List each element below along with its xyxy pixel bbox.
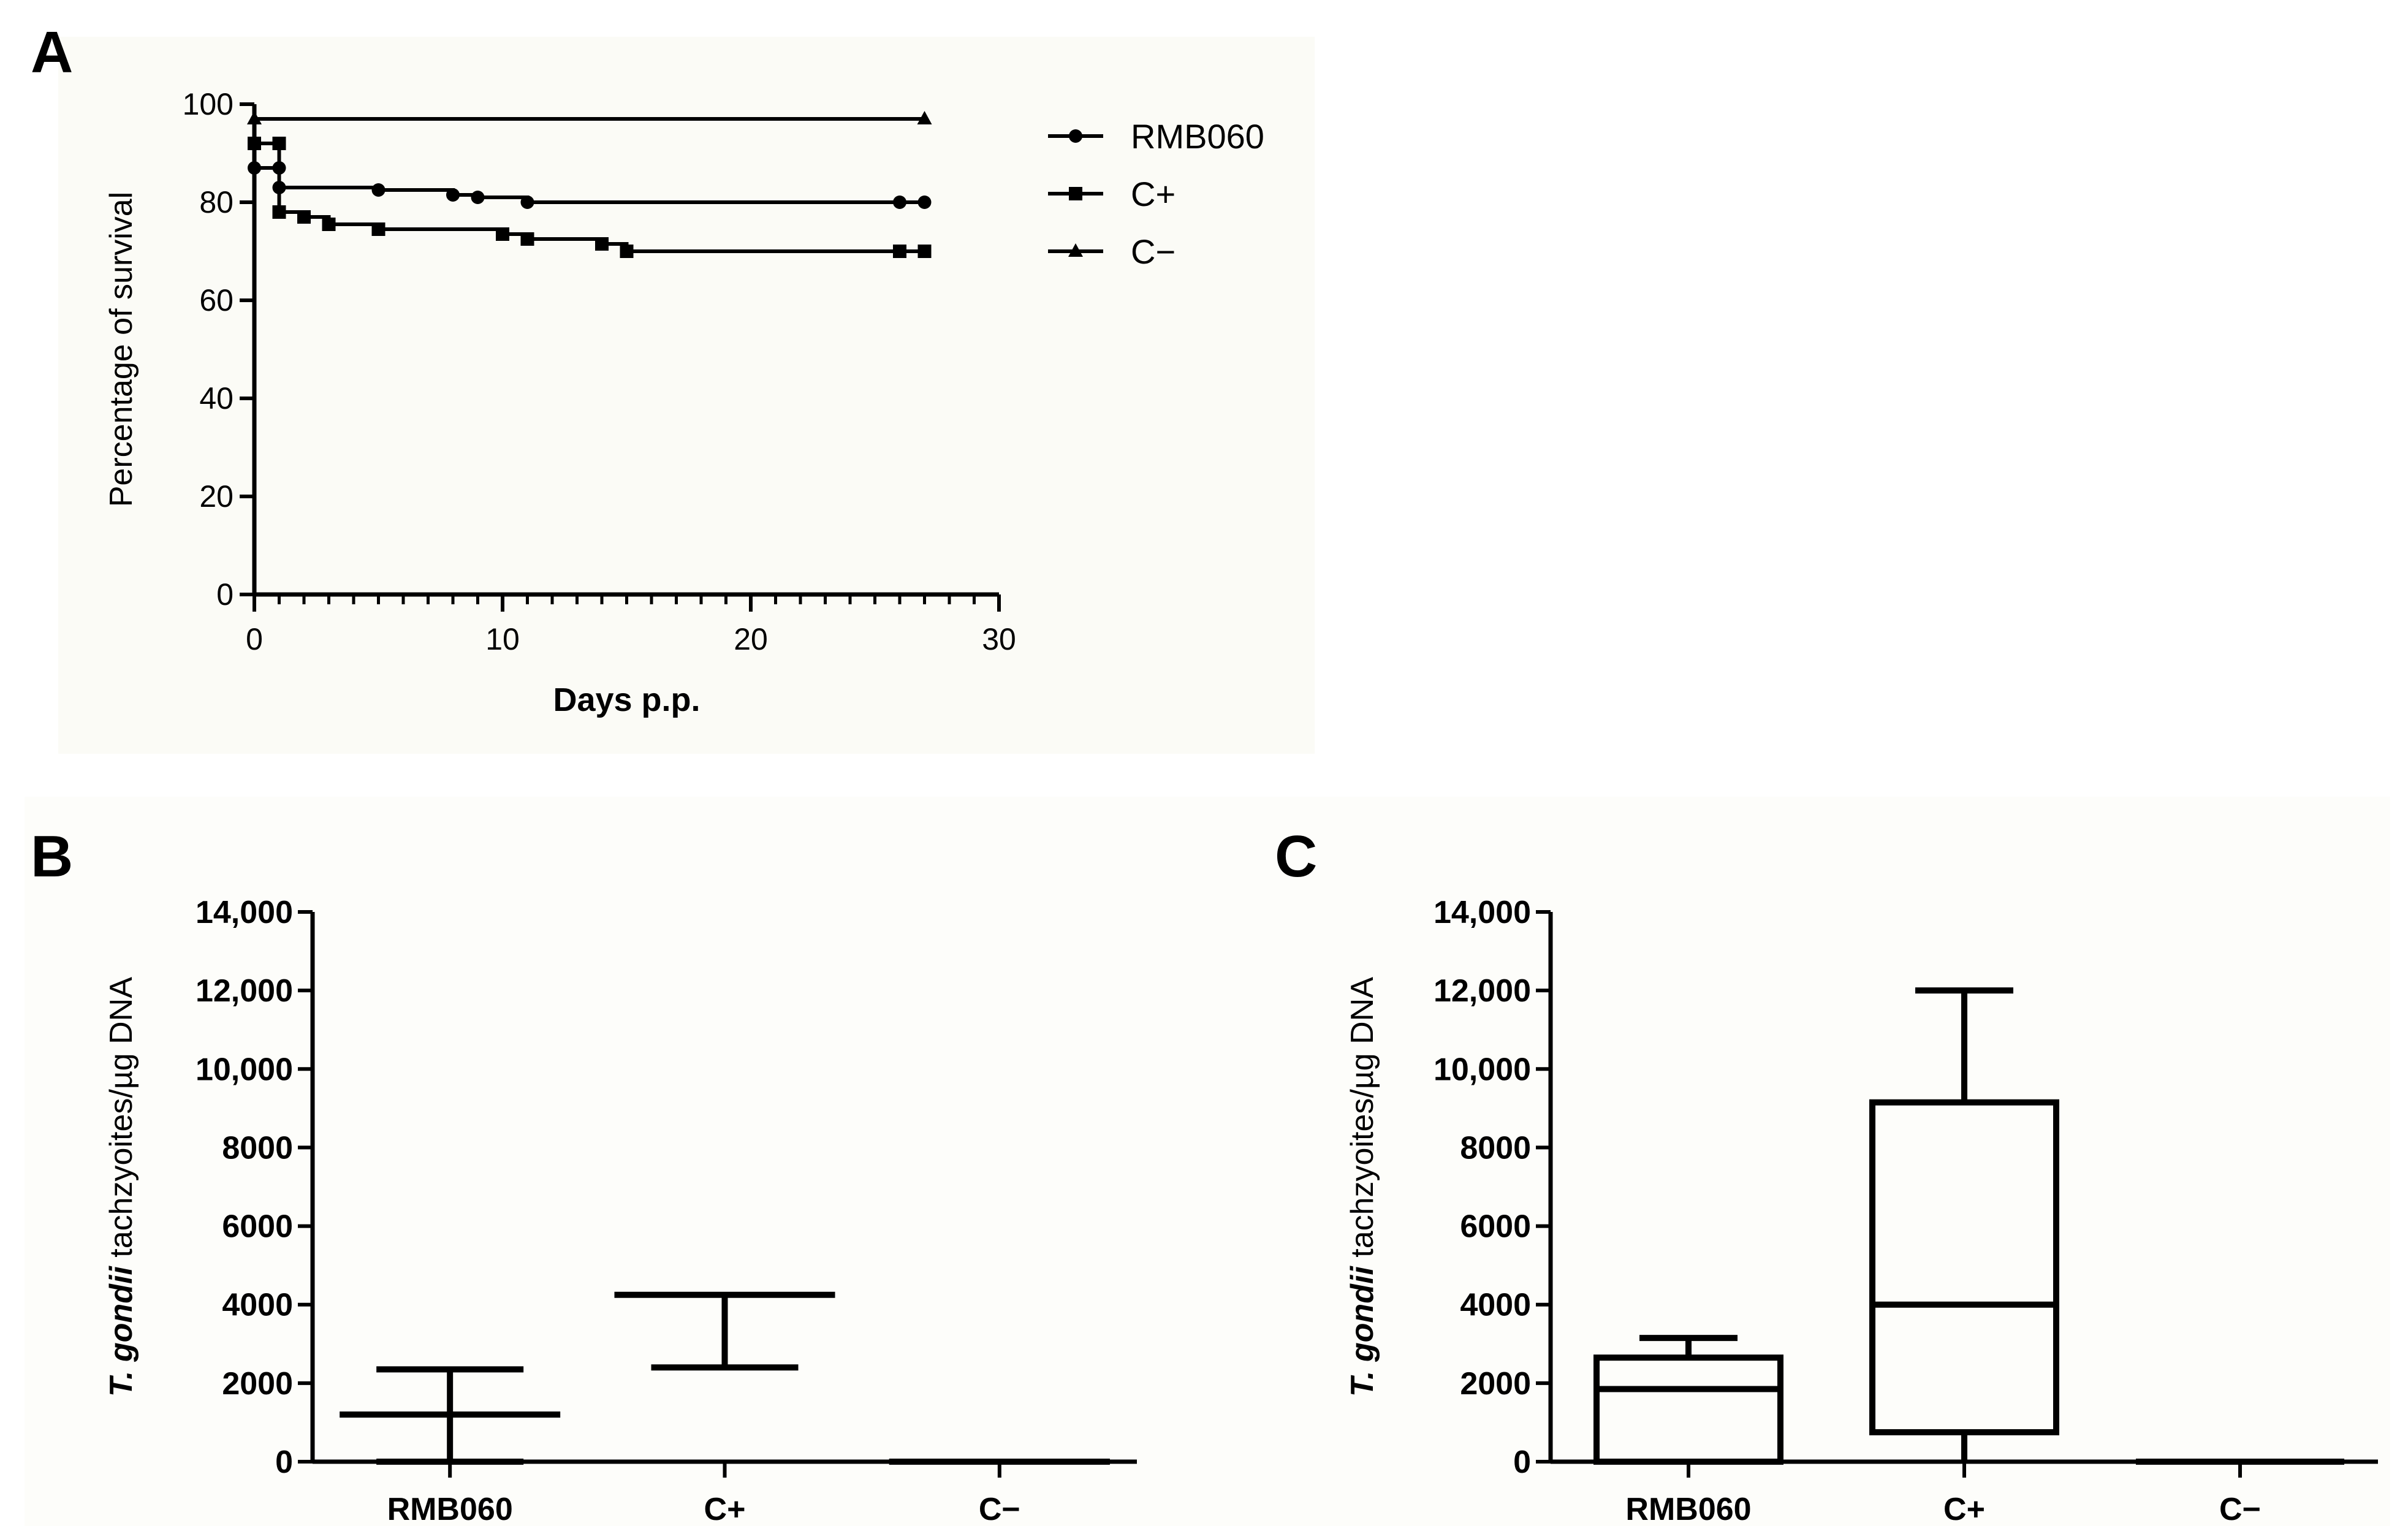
y-tick-label: 0: [1513, 1445, 1531, 1480]
survival-y-tick-label: 100: [183, 87, 234, 121]
tachyzoite-chart-c: 0 2000 4000 6000 8000 10,000 12,000 14,000 RMB06…: [1345, 895, 2378, 1527]
box: [1869, 1099, 2059, 1435]
y-tick-label: 8000: [1460, 1130, 1531, 1166]
y-tick-label: 2000: [1460, 1366, 1531, 1402]
survival-point-1: [520, 232, 534, 246]
survival-y-tick-label: 40: [199, 381, 234, 416]
y-tick-label: 2000: [222, 1366, 293, 1402]
survival-point-1: [371, 222, 386, 236]
survival-point-1: [595, 237, 609, 251]
y-tick-label: 12,000: [196, 973, 293, 1009]
chart-b-marks: [340, 1291, 1110, 1465]
survival-point-1: [248, 137, 261, 150]
survival-point-0: [371, 183, 386, 197]
survival-x-tick-label: 20: [734, 622, 768, 656]
y-tick-label: 4000: [1460, 1288, 1531, 1323]
legend-marker: [1068, 243, 1083, 257]
survival-point-0: [248, 161, 261, 175]
survival-point-0: [917, 196, 932, 209]
x-tick-label: C+: [1943, 1492, 1985, 1527]
x-tick-label: RMB060: [387, 1492, 513, 1527]
survival-point-0: [446, 188, 460, 202]
survival-point-1: [272, 205, 286, 219]
survival-x-axis-label: Days p.p.: [553, 682, 700, 718]
survival-point-2: [917, 111, 932, 124]
survival-x-tick-label: 0: [246, 622, 263, 656]
survival-point-2: [247, 111, 262, 124]
y-axis-label-italic: T. gondii: [1345, 1266, 1380, 1397]
survival-point-0: [471, 191, 485, 204]
survival-point-0: [893, 196, 906, 209]
legend-marker: [1069, 187, 1082, 200]
survival-y-tick-label: 0: [216, 577, 234, 612]
survival-point-1: [620, 245, 634, 258]
legend-label: RMB060: [1131, 117, 1264, 156]
y-axis-label-italic: T. gondii: [104, 1266, 139, 1397]
x-tick-label: C−: [2219, 1492, 2261, 1527]
box: [1593, 1354, 1783, 1465]
survival-point-1: [322, 218, 336, 231]
y-tick-label: 14,000: [1434, 895, 1531, 930]
x-tick-label: C−: [979, 1492, 1020, 1527]
y-axis-label-rest: tachzyoites/µg DNA: [1345, 977, 1380, 1266]
panel-bc-background: [25, 797, 2390, 1526]
survival-x-tick-label: 10: [485, 622, 520, 656]
panel-letter-b: B: [31, 824, 73, 889]
y-tick-label: 10,000: [1434, 1052, 1531, 1087]
legend-label: C−: [1131, 232, 1176, 271]
chart-c-marks: [1593, 987, 2344, 1465]
survival-point-0: [520, 196, 534, 209]
y-tick-label: 4000: [222, 1288, 293, 1323]
y-tick-label: 12,000: [1434, 973, 1531, 1009]
survival-legend: RMB060 C+ C−: [1048, 117, 1264, 271]
survival-point-1: [496, 227, 509, 241]
survival-series: [247, 111, 932, 258]
y-tick-label: 8000: [222, 1130, 293, 1166]
y-tick-label: 14,000: [196, 895, 293, 930]
survival-x-tick-label: 30: [982, 622, 1016, 656]
survival-y-tick-label: 80: [199, 185, 234, 219]
x-tick-label: RMB060: [1625, 1492, 1751, 1527]
survival-point-1: [297, 210, 311, 224]
panel-letter-a: A: [31, 20, 73, 85]
y-tick-label: 10,000: [196, 1052, 293, 1087]
survival-point-1: [917, 245, 932, 258]
survival-chart: 0 20 40 60 80 100 0 10 20 30 RMB060 C+ C− Days p.p.…: [104, 87, 1264, 718]
survival-point-1: [893, 245, 906, 258]
y-tick-label: 6000: [1460, 1209, 1531, 1245]
tachyzoite-chart-b: 0 2000 4000 6000 8000 10,000 12,000 14,000 RMB06…: [104, 895, 1137, 1527]
y-tick-label: 6000: [222, 1209, 293, 1245]
panel-letter-c: C: [1275, 824, 1317, 889]
survival-point-1: [272, 137, 286, 150]
survival-axes: 0 20 40 60 80 100 0 10 20 30: [183, 87, 1016, 656]
panel-a-background: [58, 37, 1315, 754]
legend-marker: [1069, 129, 1082, 143]
y-tick-label: 0: [275, 1445, 293, 1480]
survival-y-axis-label: Percentage of survival: [104, 192, 139, 507]
chart-c-y-axis-label: T. gondii tachzyoites/µg DNA: [1345, 977, 1380, 1397]
x-tick-label: C+: [704, 1492, 746, 1527]
legend-label: C+: [1131, 175, 1176, 213]
chart-b-y-axis-label: T. gondii tachzyoites/µg DNA: [104, 977, 139, 1397]
survival-y-tick-label: 20: [199, 479, 234, 514]
y-axis-label-rest: tachzyoites/µg DNA: [104, 977, 139, 1266]
survival-y-tick-label: 60: [199, 283, 234, 317]
